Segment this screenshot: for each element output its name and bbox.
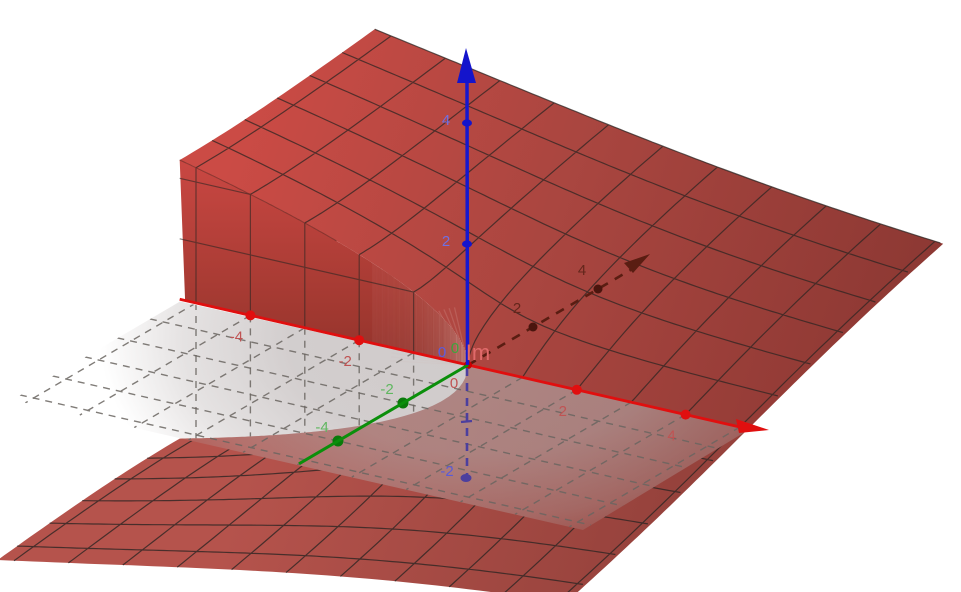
x-tick-dot bbox=[571, 384, 582, 395]
x-tick-dot bbox=[680, 409, 691, 420]
surface-label: Im bbox=[466, 340, 490, 365]
y-axis-hidden[interactable] bbox=[467, 254, 650, 367]
x-zero-label: 0 bbox=[450, 375, 458, 392]
fold-edge bbox=[179, 159, 337, 242]
z-tick-label: 2 bbox=[442, 233, 450, 250]
y-hidden-tick-label: 2 bbox=[513, 300, 521, 317]
x-tick-label: -4 bbox=[230, 328, 243, 345]
z-tick-dot bbox=[462, 240, 472, 248]
origin-z-label: 0 bbox=[438, 344, 446, 361]
y-axis[interactable] bbox=[298, 363, 469, 466]
y-axis-hidden-arrowhead bbox=[624, 254, 650, 273]
x-tick-dot bbox=[354, 335, 365, 346]
z-tick-label: 4 bbox=[442, 112, 450, 129]
x-axis-arrowhead bbox=[736, 419, 769, 433]
z-axis[interactable] bbox=[457, 48, 476, 366]
x-tick-label: -2 bbox=[339, 353, 352, 370]
y-hidden-tick-dot bbox=[528, 322, 538, 332]
z-axis-hidden[interactable] bbox=[460, 368, 473, 482]
y-hidden-tick-label: 4 bbox=[578, 262, 586, 279]
x-tick-label: 2 bbox=[559, 403, 567, 420]
origin-y-label: 0 bbox=[451, 340, 459, 357]
z-hidden-end-dot bbox=[460, 474, 472, 482]
x-tick-dot bbox=[245, 310, 256, 321]
y-tick-label: -2 bbox=[380, 381, 393, 398]
z-tick-dot bbox=[462, 119, 472, 127]
y-tick-label: -4 bbox=[315, 419, 328, 436]
z-axis-arrowhead bbox=[457, 48, 476, 83]
z-hidden-tick-label: -2 bbox=[440, 463, 453, 480]
y-hidden-tick-dot bbox=[593, 284, 603, 294]
x-tick-label: 4 bbox=[667, 428, 675, 445]
